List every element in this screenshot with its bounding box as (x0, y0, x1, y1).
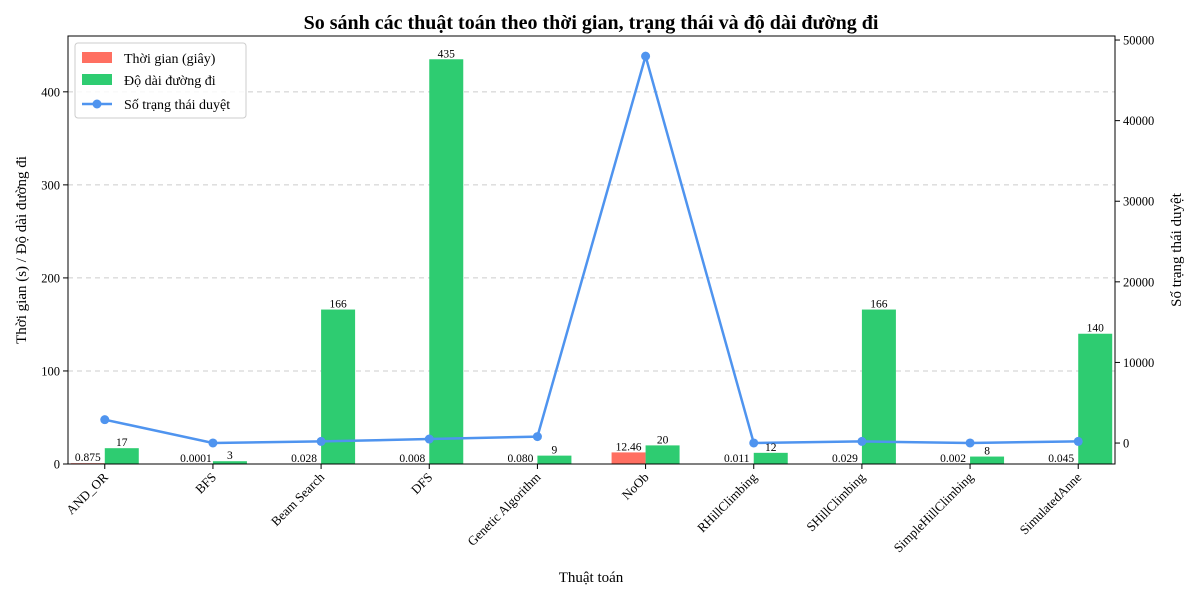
line-point (1073, 436, 1083, 446)
line-point (749, 438, 759, 448)
legend-swatch (82, 52, 112, 63)
x-axis: AND_OR BFS Beam Search DFS Genetic Algorithm… (63, 464, 1084, 555)
data-label: 17 (116, 437, 128, 449)
y-axis-label: Thời gian (s) / Độ dài đường đi (14, 156, 30, 344)
line-series (100, 51, 1083, 448)
bar (861, 309, 896, 464)
x-tick-label: AND_OR (63, 469, 111, 517)
data-label: 0.045 (1048, 453, 1074, 465)
y2-tick-label: 0 (1123, 437, 1129, 451)
y-axis-left: 0 100 200 300 400 (41, 85, 68, 472)
bar (212, 461, 247, 464)
legend-marker (92, 99, 102, 109)
line-point (965, 438, 975, 448)
line-point (208, 438, 218, 448)
legend-box (74, 42, 247, 119)
y-tick-label: 100 (41, 364, 60, 378)
x-tick-label: Genetic Algorithm (464, 470, 543, 549)
legend-label: Độ dài đường đi (124, 74, 216, 89)
bar (645, 445, 680, 464)
x-tick-label: SHillClimbing (803, 469, 868, 534)
plot-frame (67, 35, 1116, 465)
bar (429, 59, 464, 465)
y-tick-label: 300 (41, 178, 60, 192)
bar (1078, 333, 1113, 464)
data-label: 0.080 (507, 453, 533, 465)
bars (70, 59, 1113, 465)
data-label: 20 (657, 434, 669, 446)
bar (611, 452, 646, 464)
x-tick-label: BFS (192, 470, 219, 497)
data-labels: 0.875 0.0001 0.028 0.008 0.080 12.46 0.011 0.02… (75, 48, 1104, 465)
bar (537, 455, 572, 464)
line-point (641, 51, 651, 61)
y2-tick-label: 20000 (1123, 275, 1154, 289)
line-point (316, 436, 326, 446)
data-label: 3 (227, 450, 233, 462)
chart-title: So sánh các thuật toán theo thời gian, t… (304, 12, 879, 34)
data-label: 8 (984, 446, 990, 458)
y2-tick-label: 30000 (1123, 195, 1154, 209)
data-label: 0.029 (832, 453, 858, 465)
x-axis-label: Thuật toán (559, 570, 624, 586)
line-point (857, 436, 867, 446)
y-tick-label: 0 (54, 458, 60, 472)
data-label: 435 (438, 48, 456, 60)
line-point (532, 432, 542, 442)
x-tick-label: RHillClimbing (694, 469, 760, 535)
legend-swatch (82, 74, 112, 85)
bar (970, 456, 1005, 464)
y-tick-label: 200 (41, 271, 60, 285)
bar (321, 309, 356, 464)
data-label: 166 (870, 299, 888, 311)
y-tick-label: 400 (41, 85, 60, 99)
x-tick-label: SimpleHillClimbing (890, 469, 976, 555)
grid-lines (68, 91, 1115, 372)
y2-tick-label: 10000 (1123, 356, 1154, 370)
y2-tick-label: 50000 (1123, 34, 1154, 48)
line-point (100, 415, 110, 425)
legend-label: Số trạng thái duyệt (124, 98, 230, 113)
data-label: 12.46 (616, 441, 642, 453)
data-label: 0.875 (75, 452, 101, 464)
y-axis-right: 0 10000 20000 30000 40000 50000 (1115, 34, 1154, 451)
line-point (424, 434, 434, 444)
data-label: 0.028 (291, 453, 317, 465)
data-label: 140 (1087, 323, 1105, 335)
data-label: 12 (765, 442, 777, 454)
data-label: 166 (329, 299, 347, 311)
x-tick-label: SimulatedAnne (1017, 469, 1085, 537)
series-line (104, 51, 1079, 445)
x-tick-label: DFS (408, 470, 435, 497)
bar (104, 448, 139, 464)
legend-label: Thời gian (giây) (124, 52, 216, 67)
y2-axis-label: Số trạng thái duyệt (1169, 192, 1185, 307)
data-label: 0.011 (724, 453, 750, 465)
data-label: 0.008 (399, 453, 425, 465)
legend: Thời gian (giây) Độ dài đường đi Số trạng … (74, 42, 247, 119)
x-tick-label: NoOb (619, 470, 652, 503)
y2-tick-label: 40000 (1123, 114, 1154, 128)
data-label: 9 (552, 445, 558, 457)
bar (753, 452, 788, 464)
x-tick-label: Beam Search (268, 469, 328, 529)
data-label: 0.0001 (180, 453, 212, 465)
data-label: 0.002 (940, 453, 966, 465)
